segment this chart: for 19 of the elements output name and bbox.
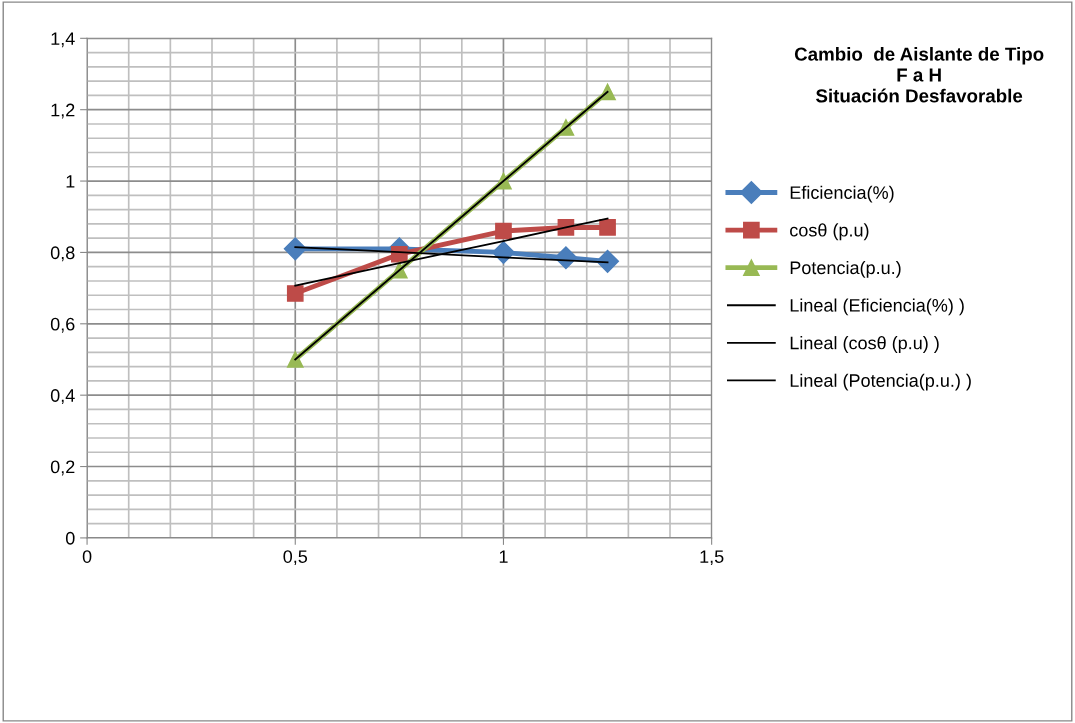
x-tick-label: 1,5 [700,550,724,566]
x-tick-label: 1 [499,550,508,563]
y-tick-label: 1,4 [51,32,75,48]
y-tick-label: 0,6 [50,317,75,333]
legend-label: Potencia(p.u.) [790,260,901,278]
legend-label: Eficiencia(%) [790,185,894,203]
text: Cambio de Aislante de Tipo F a H Situación Desfavorable [794,47,1044,103]
y-tick-label: 0,4 [50,389,75,405]
y-tick-label: 1,2 [51,103,75,119]
y-tick-label: 0,2 [50,460,75,476]
y-tick-label: 1 [66,175,75,188]
legend-label: Lineal (cosθ (p.u) ) [790,336,939,353]
x-tick-label: 0,5 [283,550,308,566]
x-tick-label: 0 [82,550,92,563]
y-tick-label: 0,8 [50,246,75,262]
legend-label: Lineal (Potencia(p.u.) ) [790,373,971,391]
legend-label: Lineal (Eficiencia(%) ) [790,298,964,316]
y-tick-label: 0 [65,531,75,545]
legend-label: cosθ (p.u) [790,223,869,241]
